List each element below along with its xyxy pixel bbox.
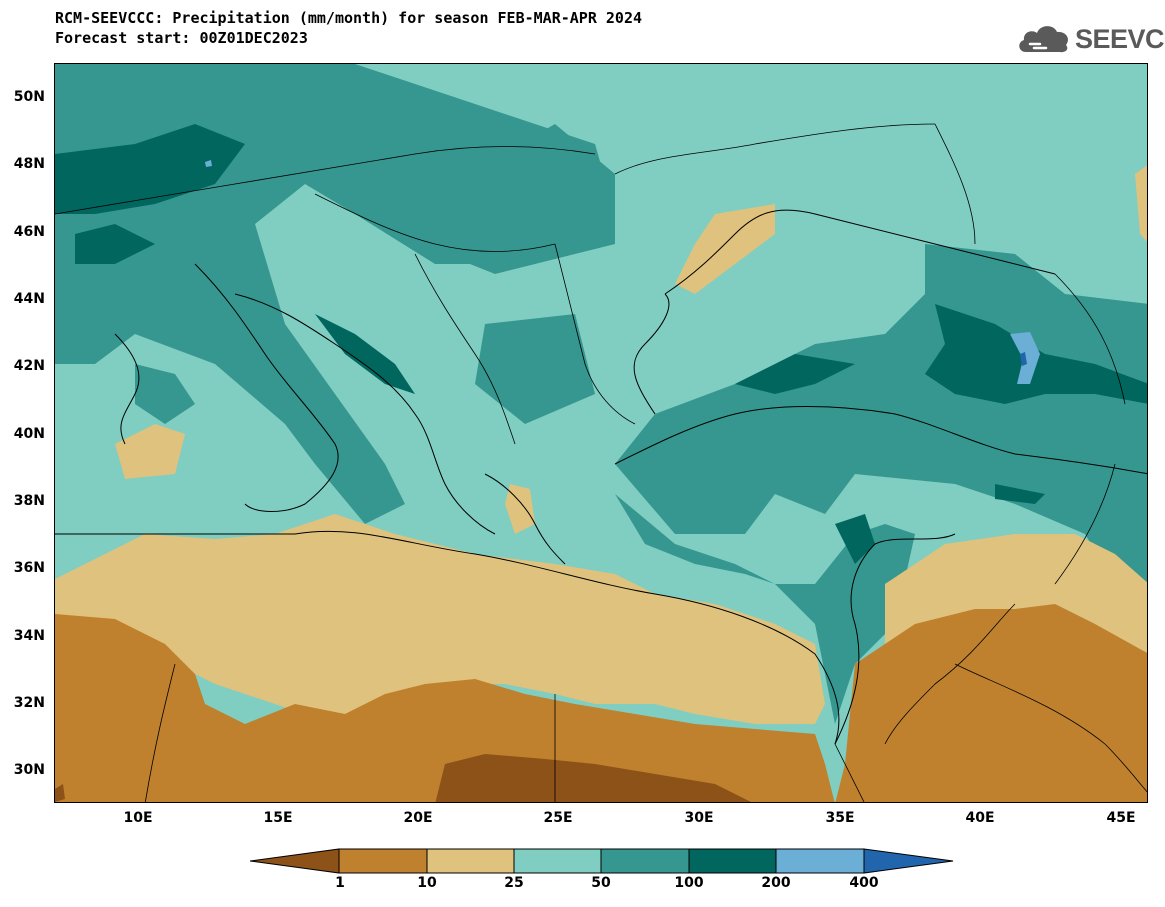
seevccc-logo: SEEVCCC	[1016, 22, 1165, 56]
logo-text: SEEVCCC	[1075, 23, 1165, 54]
lat-label: 34N	[13, 628, 45, 644]
lon-label: 35E	[825, 810, 855, 826]
lon-label: 40E	[965, 810, 995, 826]
colorbar-1-10	[338, 848, 428, 874]
cloud-icon	[1019, 26, 1068, 53]
colorbar-200-400	[775, 848, 865, 874]
country-borders	[55, 123, 1147, 802]
lon-label: 20E	[403, 810, 433, 826]
colorbar-10-25	[426, 848, 515, 874]
lat-label: 32N	[13, 695, 45, 711]
colorbar-100-200	[688, 848, 777, 874]
lat-label: 42N	[13, 358, 45, 374]
colorbar-label: 1	[335, 875, 345, 891]
colorbar-label: 50	[591, 875, 611, 891]
lat-label: 38N	[13, 493, 45, 509]
map-title: RCM-SEEVCCC: Precipitation (mm/month) fo…	[55, 9, 642, 27]
colorbar-label: 100	[674, 875, 704, 891]
lat-label: 40N	[13, 426, 45, 442]
lat-label: 48N	[13, 156, 45, 172]
colorbar-label: 200	[761, 875, 791, 891]
lat-label: 36N	[13, 560, 45, 576]
lat-label: 30N	[13, 762, 45, 778]
lon-label: 25E	[543, 810, 573, 826]
precipitation-map	[54, 63, 1148, 803]
lat-label: 44N	[13, 291, 45, 307]
lon-label: 45E	[1106, 810, 1136, 826]
lon-label: 30E	[684, 810, 714, 826]
coastlines	[55, 209, 1147, 745]
colorbar-50-100	[600, 848, 690, 874]
lat-label: 50N	[13, 89, 45, 105]
precip-10-25-areas	[55, 165, 1147, 724]
lat-label: 46N	[13, 224, 45, 240]
lon-label: 15E	[263, 810, 293, 826]
colorbar-label: 10	[417, 875, 437, 891]
colorbar-25-50	[513, 848, 602, 874]
colorbar-gt400-triangle	[863, 848, 954, 874]
colorbar-label: 400	[849, 875, 879, 891]
forecast-start-label: Forecast start: 00Z01DEC2023	[55, 29, 308, 47]
colorbar-lt1-triangle	[250, 848, 340, 874]
precip-1-10-areas	[55, 604, 1147, 802]
precip-200-400-spot	[205, 160, 212, 167]
lon-label: 10E	[123, 810, 153, 826]
colorbar	[250, 848, 954, 874]
precip-gt400-area	[1020, 352, 1027, 366]
colorbar-label: 25	[504, 875, 524, 891]
precip-below-1-spot	[55, 784, 65, 802]
precip-below-1-area	[435, 754, 751, 802]
